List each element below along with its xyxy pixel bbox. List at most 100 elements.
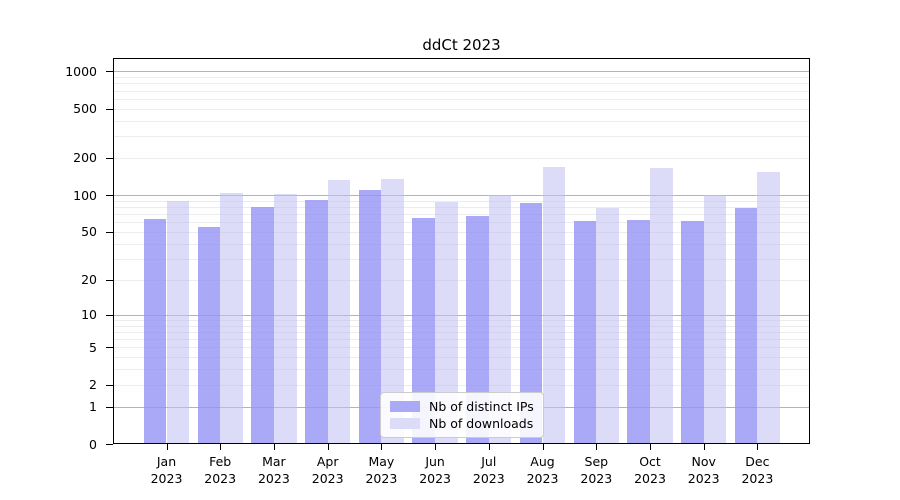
bar-nb-of-distinct-ips-nov	[681, 220, 704, 444]
y-tick-label: 200	[73, 150, 97, 166]
bar-nb-of-downloads-jan	[166, 200, 190, 444]
y-tick-mark	[106, 157, 113, 159]
x-tick-label: May 2023	[365, 454, 398, 486]
bar-nb-of-downloads-apr	[327, 179, 351, 444]
chart-title: ddCt 2023	[422, 36, 501, 54]
minor-gridline	[113, 339, 810, 340]
minor-gridline	[113, 347, 810, 349]
x-tick-label: Mar 2023	[257, 454, 290, 486]
minor-gridline	[113, 357, 810, 359]
bar-nb-of-distinct-ips-jan	[143, 218, 167, 444]
y-tick-mark	[106, 347, 113, 349]
x-tick-mark	[542, 444, 544, 450]
y-tick-label: 2	[89, 377, 97, 393]
bar-nb-of-downloads-may	[381, 179, 405, 444]
minor-gridline	[113, 331, 810, 333]
x-tick-mark	[327, 444, 329, 450]
x-tick-mark	[703, 444, 705, 450]
bar-nb-of-distinct-ips-oct	[627, 219, 650, 444]
bar-nb-of-downloads-jul	[488, 195, 512, 444]
legend-item-downloads: Nb of downloads	[390, 415, 534, 432]
x-tick-mark	[596, 444, 598, 450]
minor-gridline	[113, 120, 810, 122]
major-gridline	[113, 314, 810, 316]
y-tick-label: 50	[81, 224, 97, 240]
bar-nb-of-downloads-nov	[703, 195, 727, 444]
bar-nb-of-downloads-mar	[273, 194, 297, 444]
minor-gridline	[113, 325, 810, 327]
x-tick-mark	[488, 444, 490, 450]
legend-label-downloads: Nb of downloads	[429, 415, 534, 431]
legend-label-distinct-ips: Nb of distinct IPs	[429, 398, 534, 414]
y-tick-mark	[106, 231, 113, 233]
y-tick-label: 20	[81, 272, 97, 288]
minor-gridline	[113, 98, 810, 100]
minor-gridline	[113, 384, 810, 386]
bar-nb-of-downloads-dec	[757, 171, 781, 444]
x-tick-mark	[435, 444, 437, 450]
bar-nb-of-distinct-ips-may	[358, 190, 382, 444]
minor-gridline	[113, 231, 810, 233]
minor-gridline	[113, 279, 810, 281]
minor-gridline	[113, 207, 810, 208]
minor-gridline	[113, 83, 810, 85]
x-tick-label: Jun 2023	[419, 454, 451, 486]
x-tick-mark	[757, 444, 759, 450]
x-tick-label: Feb 2023	[204, 454, 237, 486]
minor-gridline	[113, 319, 810, 321]
y-tick-label: 0	[89, 436, 97, 452]
bar-nb-of-downloads-jun	[435, 201, 458, 444]
minor-gridline	[113, 157, 810, 159]
bar-nb-of-downloads-aug	[542, 166, 566, 444]
y-tick-label: 1	[89, 399, 97, 415]
x-tick-label: Nov 2023	[687, 454, 720, 486]
x-tick-mark	[273, 444, 275, 450]
major-gridline	[113, 195, 810, 197]
y-tick-label: 10	[81, 307, 97, 323]
minor-gridline	[113, 90, 810, 92]
minor-gridline	[113, 200, 810, 202]
y-tick-label: 100	[73, 187, 97, 203]
y-tick-mark	[106, 108, 113, 110]
x-tick-label: Dec 2023	[741, 454, 774, 486]
x-tick-mark	[650, 444, 651, 450]
minor-gridline	[113, 214, 810, 216]
x-tick-label: Oct 2023	[634, 454, 666, 486]
minor-gridline	[113, 136, 810, 138]
x-tick-mark	[381, 444, 383, 450]
y-tick-label: 5	[89, 339, 97, 355]
y-tick-mark	[106, 384, 113, 386]
minor-gridline	[113, 222, 810, 224]
x-tick-mark	[220, 444, 222, 450]
x-tick-mark	[166, 444, 168, 450]
y-tick-mark	[106, 444, 113, 445]
bar-nb-of-downloads-sep	[596, 208, 619, 444]
y-tick-mark	[106, 71, 113, 73]
bar-nb-of-distinct-ips-jun	[412, 218, 436, 444]
legend-swatch-distinct-ips	[390, 401, 420, 412]
y-tick-label: 500	[73, 101, 97, 117]
legend: Nb of distinct IPs Nb of downloads	[380, 392, 544, 438]
x-tick-label: Jan 2023	[150, 454, 183, 486]
y-tick-mark	[106, 279, 113, 281]
x-tick-label: Sep 2023	[580, 454, 613, 486]
legend-swatch-downloads	[390, 418, 420, 429]
bar-nb-of-distinct-ips-apr	[305, 199, 328, 444]
y-tick-mark	[106, 406, 113, 408]
x-tick-label: Apr 2023	[311, 454, 344, 486]
bar-nb-of-distinct-ips-mar	[251, 207, 274, 444]
minor-gridline	[113, 243, 810, 245]
bar-nb-of-distinct-ips-sep	[573, 221, 597, 444]
bar-nb-of-downloads-feb	[220, 192, 243, 444]
y-tick-label: 1000	[65, 63, 97, 79]
y-tick-mark	[106, 314, 113, 316]
x-tick-label: Aug 2023	[526, 454, 559, 486]
minor-gridline	[113, 258, 810, 260]
bar-nb-of-distinct-ips-jul	[466, 216, 489, 444]
bar-nb-of-distinct-ips-aug	[519, 202, 543, 444]
legend-item-distinct-ips: Nb of distinct IPs	[390, 398, 534, 415]
bar-nb-of-downloads-oct	[650, 168, 673, 444]
major-gridline	[113, 71, 810, 73]
bar-nb-of-distinct-ips-feb	[197, 226, 221, 444]
